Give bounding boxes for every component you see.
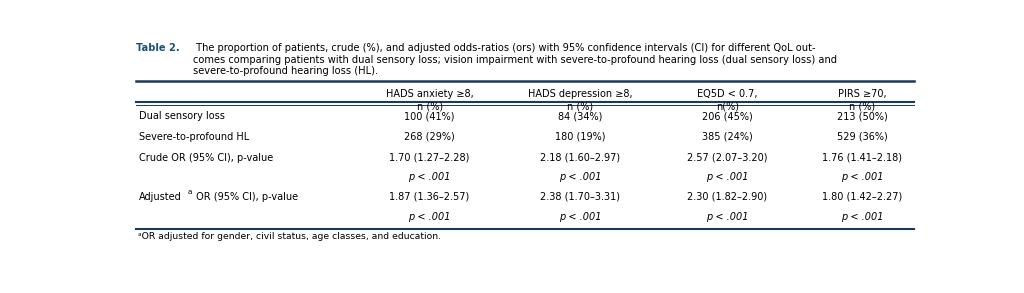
Text: Dual sensory loss: Dual sensory loss: [139, 111, 225, 121]
Text: 1.70 (1.27–2.28): 1.70 (1.27–2.28): [389, 153, 470, 163]
Text: 529 (36%): 529 (36%): [837, 132, 888, 142]
Text: ᵃOR adjusted for gender, civil status, age classes, and education.: ᵃOR adjusted for gender, civil status, a…: [137, 232, 440, 241]
Text: 2.57 (2.07–3.20): 2.57 (2.07–3.20): [687, 153, 767, 163]
Text: Severe-to-profound HL: Severe-to-profound HL: [139, 132, 250, 142]
Text: 1.80 (1.42–2.27): 1.80 (1.42–2.27): [822, 192, 902, 202]
Text: 268 (29%): 268 (29%): [404, 132, 455, 142]
Text: p < .001: p < .001: [841, 172, 884, 182]
Text: 2.38 (1.70–3.31): 2.38 (1.70–3.31): [541, 192, 621, 202]
Text: p < .001: p < .001: [706, 172, 749, 182]
Text: 206 (45%): 206 (45%): [701, 111, 753, 121]
Text: Table 2.: Table 2.: [136, 43, 179, 53]
Text: p < .001: p < .001: [409, 172, 451, 182]
Text: 84 (34%): 84 (34%): [558, 111, 602, 121]
Text: 2.30 (1.82–2.90): 2.30 (1.82–2.90): [687, 192, 767, 202]
Text: PIRS ≥70,
n (%): PIRS ≥70, n (%): [838, 89, 887, 112]
Text: p < .001: p < .001: [706, 212, 749, 222]
Text: 385 (24%): 385 (24%): [701, 132, 753, 142]
Text: 180 (19%): 180 (19%): [555, 132, 605, 142]
Text: Adjusted: Adjusted: [139, 192, 182, 202]
Text: OR (95% CI), p-value: OR (95% CI), p-value: [194, 192, 298, 202]
Text: 2.18 (1.60–2.97): 2.18 (1.60–2.97): [541, 153, 621, 163]
Text: p < .001: p < .001: [409, 212, 451, 222]
Text: EQ5D < 0.7,
n(%): EQ5D < 0.7, n(%): [697, 89, 758, 112]
Text: HADS anxiety ≥8,
n (%): HADS anxiety ≥8, n (%): [386, 89, 473, 112]
Text: 1.76 (1.41–2.18): 1.76 (1.41–2.18): [822, 153, 902, 163]
Text: 100 (41%): 100 (41%): [404, 111, 455, 121]
Text: HADS depression ≥8,
n (%): HADS depression ≥8, n (%): [528, 89, 633, 112]
Text: Crude OR (95% CI), p-value: Crude OR (95% CI), p-value: [139, 153, 273, 163]
Text: a: a: [187, 190, 191, 195]
Text: 1.87 (1.36–2.57): 1.87 (1.36–2.57): [389, 192, 470, 202]
Text: 213 (50%): 213 (50%): [837, 111, 888, 121]
Text: p < .001: p < .001: [841, 212, 884, 222]
Text: The proportion of patients, crude (%), and adjusted odds-ratios (ors) with 95% c: The proportion of patients, crude (%), a…: [194, 43, 837, 76]
Text: p < .001: p < .001: [559, 172, 602, 182]
Text: p < .001: p < .001: [559, 212, 602, 222]
